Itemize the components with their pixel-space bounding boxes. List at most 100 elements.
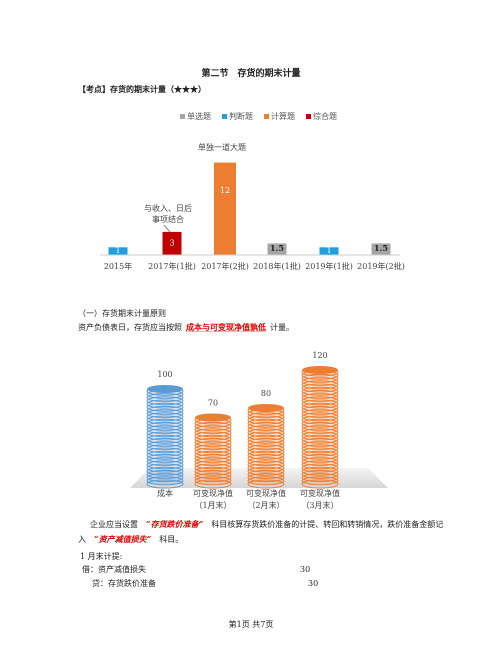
cylinder-ring bbox=[247, 479, 285, 489]
highlight: “资产减值损失” bbox=[94, 534, 152, 544]
cylinder-ring bbox=[247, 444, 285, 454]
cylinder-ring bbox=[301, 476, 339, 486]
cylinder-ring bbox=[247, 418, 285, 428]
cylinder-ring bbox=[301, 425, 339, 435]
cylinder-ring bbox=[247, 428, 285, 438]
cylinder-ring bbox=[247, 441, 285, 451]
cylinder-ring bbox=[194, 428, 232, 438]
cylinder-ring bbox=[301, 412, 339, 422]
cylinder-ring bbox=[194, 453, 232, 463]
cylinder-ring bbox=[301, 473, 339, 483]
cylinder-ring bbox=[301, 386, 339, 396]
cylinder-ring bbox=[301, 441, 339, 451]
value-label: 120 bbox=[312, 351, 327, 360]
cylinder-ring bbox=[194, 431, 232, 441]
paragraph: 企业应当设置 “存货跌价准备” 科目核算存货跌价准备的计提、转回和转销情况，跌价准备… bbox=[78, 517, 444, 547]
cylinder-ring bbox=[194, 473, 232, 483]
cylinder-ring bbox=[146, 450, 184, 460]
bar-label: 3 bbox=[169, 238, 174, 247]
cylinder-ring bbox=[146, 399, 184, 409]
footer: 第1页 共7页 bbox=[228, 620, 274, 629]
legend-swatch bbox=[222, 114, 227, 119]
bar-label: 1.5 bbox=[374, 243, 388, 253]
cylinder-ring bbox=[146, 447, 184, 457]
cylinder-ring bbox=[146, 428, 184, 438]
bar bbox=[214, 162, 236, 255]
legend-label: 单选题 bbox=[187, 111, 211, 121]
cylinder-ring bbox=[194, 476, 232, 486]
cylinder-ring bbox=[301, 402, 339, 412]
bar bbox=[319, 247, 339, 255]
entry-amount: 30 bbox=[300, 565, 311, 574]
cylinder-ring bbox=[301, 380, 339, 390]
cylinder-ring bbox=[247, 447, 285, 457]
cylinder-ring bbox=[146, 444, 184, 454]
cylinder-ring bbox=[301, 450, 339, 460]
cylinder-ring bbox=[301, 444, 339, 454]
text: 科目。 bbox=[159, 535, 184, 544]
cylinder-ring bbox=[301, 453, 339, 463]
cylinder-ring bbox=[247, 469, 285, 479]
cylinder-ring bbox=[301, 434, 339, 444]
cylinder-ring bbox=[146, 405, 184, 415]
cylinder-ring bbox=[301, 415, 339, 425]
x-tick-label: 2019年(2批) bbox=[357, 261, 405, 271]
x-tick-label: （3月末） bbox=[301, 500, 338, 510]
cylinder-ring bbox=[146, 431, 184, 441]
annotation: 与收入、日后 bbox=[144, 203, 192, 213]
cylinder-ring bbox=[247, 412, 285, 422]
bar bbox=[267, 243, 287, 255]
bar-label: 12 bbox=[220, 186, 230, 195]
cylinder-ring bbox=[301, 469, 339, 479]
cylinder-ring bbox=[247, 437, 285, 447]
entry-account: 贷：存货跌价准备 bbox=[92, 579, 156, 588]
cylinder-ring bbox=[247, 453, 285, 463]
cylinder-top bbox=[195, 413, 231, 422]
cylinder-ring bbox=[146, 460, 184, 470]
annotation: 单独一道大题 bbox=[198, 142, 246, 152]
annotation-leader bbox=[163, 224, 171, 233]
bar bbox=[162, 231, 182, 255]
x-tick-label: 可变现净值 bbox=[193, 488, 233, 498]
cylinder-ring bbox=[247, 463, 285, 473]
text: 资产负债表日，存货应当按照 bbox=[78, 323, 182, 332]
cylinder-ring bbox=[301, 409, 339, 419]
legend-label: 判断题 bbox=[229, 111, 253, 121]
cylinder-ring bbox=[194, 466, 232, 476]
highlight: “存货跌价准备” bbox=[146, 519, 204, 529]
annotation: 事项结合 bbox=[152, 214, 184, 224]
cylinder-ring bbox=[194, 437, 232, 447]
x-tick-label: 成本 bbox=[157, 488, 173, 498]
text: 计量。 bbox=[270, 323, 294, 332]
cylinder-ring bbox=[194, 447, 232, 457]
subtitle: 【考点】存货的期末计量（★★★） bbox=[78, 84, 206, 94]
value-label: 80 bbox=[261, 389, 271, 398]
cylinder-ring bbox=[301, 421, 339, 431]
entry-title: 1 月末计提: bbox=[80, 552, 123, 561]
entry-amount: 30 bbox=[308, 579, 319, 588]
cylinder-ring bbox=[194, 434, 232, 444]
value-label: 70 bbox=[208, 399, 218, 408]
cylinder-ring bbox=[146, 469, 184, 479]
title: 第二节 存货的期末计量 bbox=[201, 69, 301, 79]
x-tick-label: （1月末） bbox=[194, 500, 231, 510]
cylinder-ring bbox=[146, 425, 184, 435]
cylinder-ring bbox=[194, 479, 232, 489]
cylinder-ring bbox=[247, 434, 285, 444]
cylinder-ring bbox=[301, 437, 339, 447]
cylinder-ring bbox=[194, 450, 232, 460]
x-tick-label: 2015年 bbox=[104, 261, 132, 271]
bar bbox=[108, 247, 128, 255]
bar-label: 1 bbox=[115, 246, 120, 255]
x-tick-label: 可变现净值 bbox=[300, 488, 340, 498]
legend-swatch bbox=[306, 114, 311, 119]
cylinder-ring bbox=[247, 415, 285, 425]
cylinder-ring bbox=[146, 441, 184, 451]
cylinder-ring bbox=[146, 409, 184, 419]
cylinder-ring bbox=[194, 469, 232, 479]
cylinder-ring bbox=[301, 389, 339, 399]
cylinder-ring bbox=[301, 447, 339, 457]
cylinder-ring bbox=[194, 444, 232, 454]
